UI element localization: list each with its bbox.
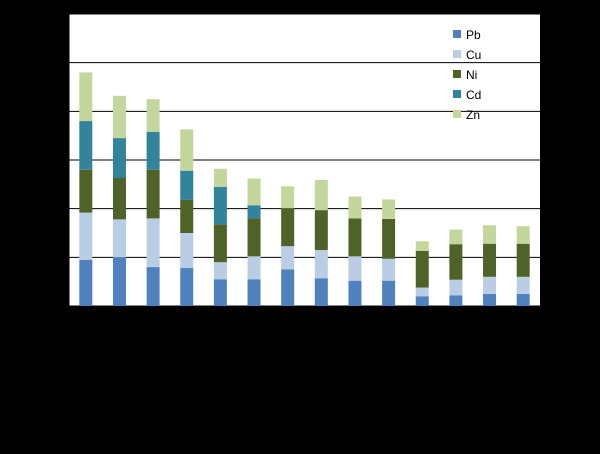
bar-zn-8: [314, 179, 328, 211]
bar-cu-3: [146, 218, 160, 268]
bar-cu-10: [382, 258, 396, 281]
bar-ni-3: [146, 169, 160, 219]
legend-label-ni: Ni: [466, 68, 477, 82]
bar-pb-4: [180, 268, 194, 306]
bar-ni-14: [516, 243, 530, 277]
bar-cu-2: [112, 219, 126, 258]
bar-ni-7: [281, 208, 295, 247]
bar-ni-8: [314, 210, 328, 251]
bar-pb-7: [281, 269, 295, 306]
bar-pb-10: [382, 280, 396, 306]
bar-cd-4: [180, 170, 194, 200]
legend-swatch-ni: [453, 70, 461, 78]
legend-label-pb: Pb: [466, 28, 481, 42]
bar-pb-1: [79, 259, 93, 306]
legend-swatch-zn: [453, 110, 461, 118]
bar-zn-12: [449, 229, 463, 245]
bar-zn-3: [146, 99, 160, 132]
legend-swatch-pb: [453, 30, 461, 38]
bar-zn-10: [382, 199, 396, 219]
bar-zn-11: [415, 241, 429, 251]
bar-pb-2: [112, 257, 126, 306]
bar-zn-7: [281, 186, 295, 209]
bar-zn-14: [516, 226, 530, 244]
bar-cu-1: [79, 212, 93, 260]
bar-pb-8: [314, 278, 328, 306]
bar-ni-4: [180, 199, 194, 233]
bar-cd-6: [247, 205, 261, 219]
bar-pb-5: [213, 279, 227, 306]
bar-cd-5: [213, 186, 227, 225]
legend-label-zn: Zn: [466, 108, 480, 122]
bar-pb-9: [348, 280, 362, 306]
bar-ni-2: [112, 178, 126, 220]
bar-cu-7: [281, 246, 295, 270]
bar-zn-1: [79, 72, 93, 122]
bar-pb-11: [415, 296, 429, 306]
legend-label-cd: Cd: [466, 88, 481, 102]
bars: [79, 72, 530, 306]
bar-zn-4: [180, 129, 194, 171]
bar-zn-13: [483, 225, 497, 244]
bar-ni-13: [483, 243, 497, 277]
bar-pb-12: [449, 295, 463, 306]
bar-cu-13: [483, 276, 497, 294]
legend-label-cu: Cu: [466, 48, 481, 62]
bar-cu-9: [348, 256, 362, 281]
bar-cd-1: [79, 121, 93, 170]
bar-pb-14: [516, 293, 530, 306]
bar-pb-13: [483, 293, 497, 306]
legend-swatch-cu: [453, 50, 461, 58]
bar-cu-4: [180, 233, 194, 269]
bar-ni-6: [247, 218, 261, 257]
bar-cu-12: [449, 279, 463, 296]
legend: Pb Cu Ni Cd Zn: [453, 28, 481, 122]
bar-zn-9: [348, 196, 362, 219]
bar-ni-10: [382, 218, 396, 259]
bar-pb-3: [146, 267, 160, 306]
bar-cd-3: [146, 131, 160, 170]
bar-ni-12: [449, 244, 463, 280]
bar-ni-1: [79, 169, 93, 213]
bar-cu-6: [247, 256, 261, 280]
bar-zn-2: [112, 95, 126, 139]
bar-zn-5: [213, 168, 227, 187]
bar-cu-5: [213, 262, 227, 280]
bar-cu-8: [314, 250, 328, 279]
legend-swatch-cd: [453, 90, 461, 98]
bar-zn-6: [247, 178, 261, 206]
bar-ni-9: [348, 218, 362, 257]
bar-ni-11: [415, 251, 429, 288]
bar-pb-6: [247, 279, 261, 306]
bar-cu-14: [516, 276, 530, 294]
bar-cd-2: [112, 138, 126, 179]
bar-ni-5: [213, 224, 227, 263]
bar-cu-11: [415, 287, 429, 297]
